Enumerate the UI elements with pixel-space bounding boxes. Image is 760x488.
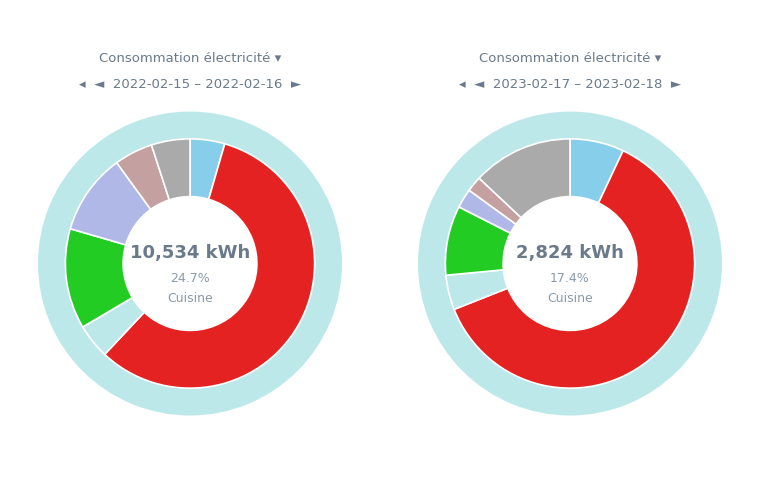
- Text: 2,824 kWh: 2,824 kWh: [516, 244, 624, 262]
- Text: Cuisine: Cuisine: [167, 292, 213, 305]
- Wedge shape: [479, 139, 570, 218]
- Wedge shape: [418, 112, 722, 415]
- Wedge shape: [454, 151, 695, 388]
- Wedge shape: [117, 145, 169, 209]
- Wedge shape: [151, 139, 190, 200]
- Wedge shape: [570, 139, 623, 203]
- Wedge shape: [105, 144, 315, 388]
- Text: ◂  ◄  2022-02-15 – 2022-02-16  ►: ◂ ◄ 2022-02-15 – 2022-02-16 ►: [79, 78, 301, 91]
- Text: Consommation électricité ▾: Consommation électricité ▾: [99, 52, 281, 65]
- Wedge shape: [446, 270, 508, 309]
- Text: 24.7%: 24.7%: [170, 272, 210, 285]
- Wedge shape: [445, 207, 511, 275]
- Wedge shape: [83, 298, 144, 354]
- Wedge shape: [190, 139, 225, 199]
- Text: Consommation électricité ▾: Consommation électricité ▾: [479, 52, 661, 65]
- Text: ◂  ◄  2023-02-17 – 2023-02-18  ►: ◂ ◄ 2023-02-17 – 2023-02-18 ►: [459, 78, 681, 91]
- Text: 10,534 kWh: 10,534 kWh: [130, 244, 250, 262]
- Text: Cuisine: Cuisine: [547, 292, 593, 305]
- Wedge shape: [38, 112, 342, 415]
- Wedge shape: [459, 190, 516, 233]
- Text: 17.4%: 17.4%: [550, 272, 590, 285]
- Wedge shape: [65, 229, 132, 327]
- Wedge shape: [71, 163, 150, 245]
- Wedge shape: [469, 178, 521, 224]
